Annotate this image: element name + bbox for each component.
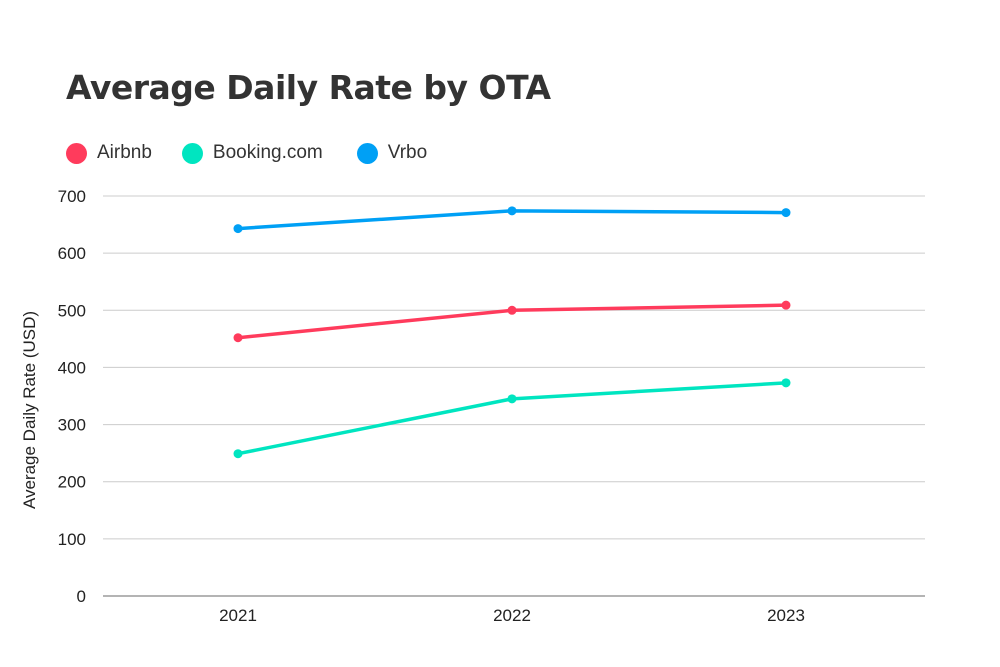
legend-item-airbnb[interactable]: Airbnb: [66, 142, 152, 164]
data-point: [233, 449, 243, 459]
data-point: [781, 208, 791, 218]
legend-label: Airbnb: [97, 142, 152, 163]
y-tick-label: 600: [58, 244, 86, 263]
legend-item-booking[interactable]: Booking.com: [181, 142, 323, 164]
y-tick-label: 700: [58, 187, 86, 206]
data-point: [507, 206, 517, 216]
legend-label: Booking.com: [212, 142, 323, 163]
legend-marker: [356, 142, 378, 164]
y-axis-label: Average Daily Rate (USD): [20, 311, 39, 509]
y-tick-label: 500: [58, 301, 86, 320]
data-point: [233, 333, 243, 343]
chart-title: Average Daily Rate by OTA: [66, 68, 551, 107]
data-point: [781, 378, 791, 388]
legend-marker: [66, 142, 87, 164]
data-point: [507, 305, 517, 315]
series-line-booking-com: [237, 381, 787, 456]
legend: Airbnb Booking.com Vrbo: [66, 142, 457, 164]
data-point: [781, 300, 791, 310]
y-tick-label: 100: [58, 530, 86, 549]
x-tick-label: 2022: [493, 606, 531, 625]
y-tick-label: 400: [58, 358, 86, 377]
legend-item-vrbo[interactable]: Vrbo: [356, 142, 428, 164]
legend-marker: [181, 142, 203, 164]
data-point: [233, 224, 243, 234]
legend-label: Vrbo: [387, 142, 428, 163]
x-tick-label: 2021: [219, 606, 257, 625]
y-tick-label: 0: [77, 587, 86, 606]
y-tick-label: 300: [58, 416, 86, 435]
x-tick-label: 2023: [767, 606, 805, 625]
data-point: [507, 394, 517, 404]
y-tick-label: 200: [58, 473, 86, 492]
